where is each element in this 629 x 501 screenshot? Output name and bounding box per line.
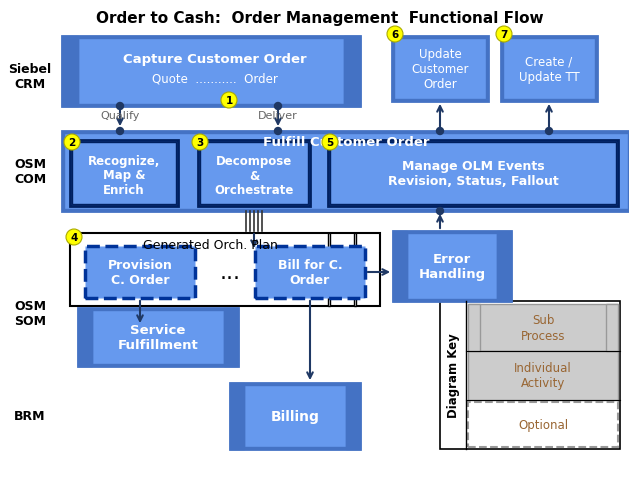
Text: 4: 4	[70, 232, 78, 242]
Text: 5: 5	[326, 138, 333, 148]
Circle shape	[437, 208, 443, 215]
Text: Service
Fulfillment: Service Fulfillment	[118, 323, 198, 351]
Text: Recognize,
Map &
Enrich: Recognize, Map & Enrich	[88, 154, 160, 197]
Text: 2: 2	[69, 138, 75, 148]
Bar	[78, 39, 344, 105]
Bar	[78, 309, 92, 366]
Text: 3: 3	[196, 138, 204, 148]
Bar	[85, 246, 195, 299]
Bar	[62, 132, 629, 211]
Circle shape	[116, 128, 123, 135]
Bar	[198, 141, 310, 206]
Bar	[468, 402, 618, 447]
Circle shape	[437, 128, 443, 135]
Text: 7: 7	[500, 30, 508, 40]
Bar	[440, 302, 620, 449]
Circle shape	[387, 27, 403, 43]
Bar	[354, 233, 356, 307]
Text: Order to Cash:  Order Management  Functional Flow: Order to Cash: Order Management Function…	[96, 11, 544, 26]
Circle shape	[192, 135, 208, 151]
Bar	[328, 141, 618, 206]
Text: OSM
SOM: OSM SOM	[14, 300, 46, 327]
Text: Sub
Process: Sub Process	[521, 314, 565, 342]
Text: Provision
C. Order: Provision C. Order	[108, 259, 172, 287]
Bar	[393, 231, 511, 302]
Bar	[328, 233, 330, 307]
Circle shape	[274, 128, 282, 135]
Bar	[407, 233, 497, 300]
Text: Create /
Update TT: Create / Update TT	[519, 56, 579, 83]
Bar	[62, 37, 78, 107]
Bar	[501, 37, 597, 102]
Bar	[468, 305, 480, 351]
Text: Individual
Activity: Individual Activity	[514, 362, 572, 390]
Bar	[392, 37, 488, 102]
Bar	[344, 37, 360, 107]
Text: Deliver: Deliver	[258, 111, 298, 121]
Bar	[62, 37, 360, 107]
Circle shape	[322, 135, 338, 151]
Text: Manage OLM Events
Revision, Status, Fallout: Manage OLM Events Revision, Status, Fall…	[387, 160, 559, 188]
Bar	[255, 246, 365, 299]
Bar	[497, 231, 511, 302]
Bar	[468, 305, 618, 351]
Bar	[72, 143, 176, 204]
Bar	[244, 385, 346, 447]
Text: 6: 6	[391, 30, 399, 40]
Bar	[230, 383, 244, 449]
Circle shape	[221, 93, 237, 109]
Text: Fulfill Customer Order: Fulfill Customer Order	[263, 135, 429, 148]
Circle shape	[274, 103, 282, 110]
Text: Diagram Key: Diagram Key	[447, 333, 460, 417]
Bar	[200, 143, 308, 204]
Bar	[64, 134, 628, 209]
Text: Update
Customer
Order: Update Customer Order	[411, 48, 469, 91]
Circle shape	[545, 128, 552, 135]
Text: Bill for C.
Order: Bill for C. Order	[277, 259, 342, 287]
Bar	[330, 143, 616, 204]
Text: 1: 1	[225, 96, 233, 106]
Text: BRM: BRM	[14, 410, 46, 423]
Bar	[70, 141, 178, 206]
Text: Billing: Billing	[270, 409, 320, 423]
Text: Decompose
&
Orchestrate: Decompose & Orchestrate	[214, 154, 294, 197]
Text: Capture Customer Order: Capture Customer Order	[123, 53, 307, 65]
Circle shape	[116, 103, 123, 110]
Bar	[346, 383, 360, 449]
Bar	[606, 305, 618, 351]
Bar	[224, 309, 238, 366]
Text: ...: ...	[220, 263, 240, 283]
Text: Optional: Optional	[518, 418, 568, 431]
Bar	[92, 311, 224, 364]
Text: Siebel
CRM: Siebel CRM	[8, 63, 52, 91]
Bar	[70, 233, 380, 307]
Text: Error
Handling: Error Handling	[418, 253, 486, 281]
Text: OSM
COM: OSM COM	[14, 158, 46, 186]
Bar	[230, 383, 360, 449]
Bar	[393, 231, 407, 302]
Bar	[78, 309, 238, 366]
Bar	[468, 351, 618, 400]
Circle shape	[496, 27, 512, 43]
Text: Qualify: Qualify	[100, 111, 140, 121]
Circle shape	[64, 135, 80, 151]
Bar	[394, 39, 486, 100]
Circle shape	[66, 229, 82, 245]
Bar	[503, 39, 595, 100]
Text: Quote  ...........  Order: Quote ........... Order	[152, 72, 278, 85]
Text: Generated Orch. Plan: Generated Orch. Plan	[143, 239, 277, 252]
